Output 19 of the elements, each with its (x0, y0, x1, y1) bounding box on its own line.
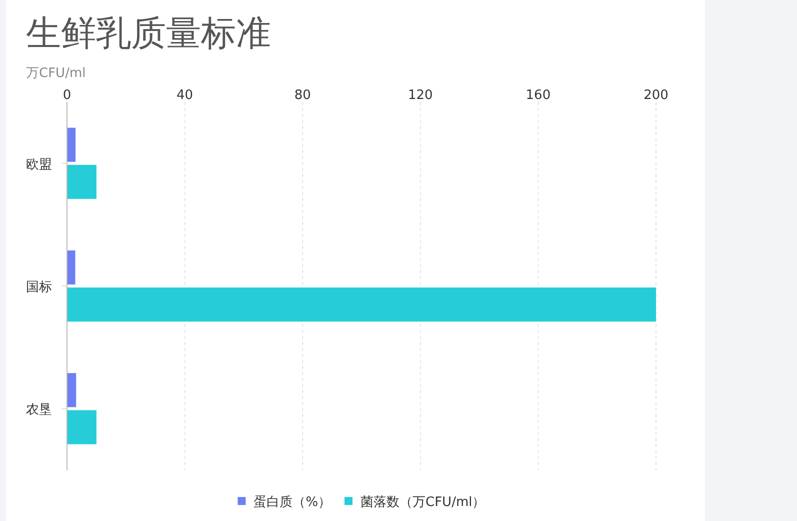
bar (67, 373, 76, 408)
x-tick-label: 40 (176, 88, 194, 103)
x-tick-label: 0 (62, 88, 72, 103)
x-tick-label: 80 (294, 88, 311, 103)
y-tick-label: 国标 (26, 280, 52, 295)
y-tick-label: 农垦 (26, 402, 52, 418)
x-tick-label: 200 (644, 88, 668, 103)
bar (67, 128, 76, 162)
x-tick-label: 160 (526, 88, 551, 103)
bar (67, 164, 96, 199)
legend-label: 蛋白质（%） (254, 495, 332, 510)
bar (67, 250, 76, 284)
bar (67, 410, 96, 444)
x-tick-label: 120 (408, 88, 433, 103)
y-tick-label: 欧盟 (26, 157, 52, 172)
x-axis-title: 万CFU/ml (26, 66, 86, 81)
legend-label: 菌落数（万CFU/ml） (360, 495, 486, 510)
bar (67, 288, 656, 322)
chart-title: 生鲜乳质量标准 (26, 14, 271, 54)
